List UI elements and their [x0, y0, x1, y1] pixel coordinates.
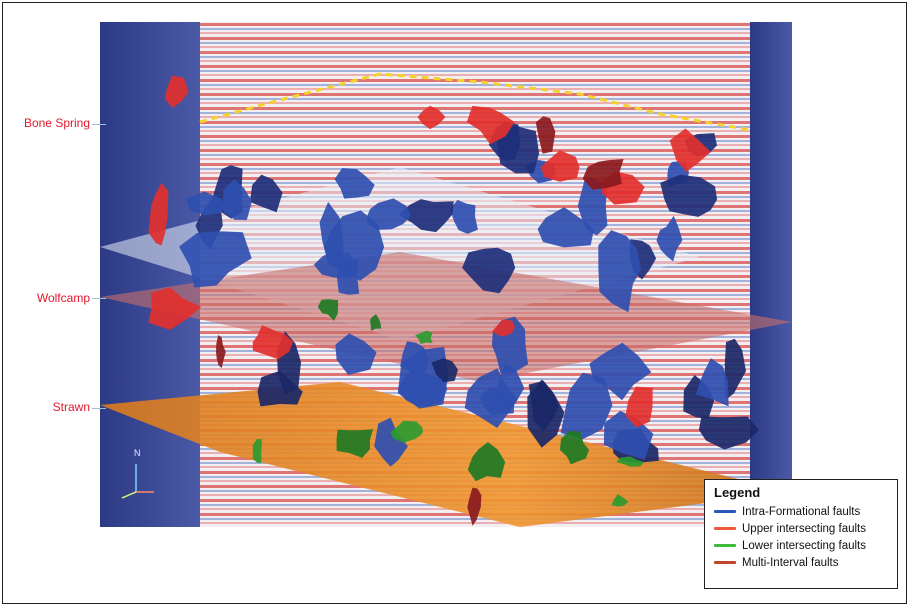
legend-swatch [714, 527, 736, 530]
intra-fault-body [367, 198, 411, 230]
intra-fault-body [656, 215, 683, 262]
fault-bodies [148, 75, 759, 526]
upper-fault-body [466, 105, 515, 145]
multi-fault-body [216, 335, 226, 369]
seismic-3d-view [100, 22, 792, 527]
leader-wolfcamp [92, 298, 106, 299]
intra-fault-body [249, 174, 283, 213]
intra-fault-body [660, 174, 718, 217]
intra-fault-body [560, 372, 613, 440]
intra-fault-body [334, 168, 375, 199]
legend-swatch [714, 510, 736, 513]
lower-fault-body [336, 429, 374, 458]
leader-bone-spring [92, 124, 106, 125]
legend-item-lower: Lower intersecting faults [714, 537, 888, 554]
intra-fault-body [577, 177, 608, 236]
intra-fault-body [450, 199, 478, 234]
upper-fault-body [669, 128, 711, 172]
multi-fault-body [582, 159, 624, 190]
right-side-panel [750, 22, 792, 527]
compass-icon: N [121, 448, 154, 499]
intra-fault-body [324, 210, 385, 281]
legend-label: Multi-Interval faults [742, 556, 839, 569]
legend-label: Intra-Formational faults [742, 505, 861, 518]
legend-swatch [714, 561, 736, 564]
intra-fault-body [695, 358, 729, 407]
seismic-scene-svg [100, 22, 792, 527]
north-label: N [134, 448, 141, 458]
upper-fault-body [625, 386, 653, 428]
multi-fault-body [535, 116, 556, 154]
lower-fault-body [467, 442, 506, 482]
intra-fault-body [398, 199, 454, 233]
lower-fault-body [252, 439, 262, 464]
leader-strawn [92, 408, 106, 409]
legend-item-multi: Multi-Interval faults [714, 554, 888, 571]
legend-item-upper: Upper intersecting faults [714, 520, 888, 537]
intra-fault-body [698, 416, 759, 450]
intra-fault-body [462, 247, 516, 294]
intra-fault-body [257, 370, 303, 407]
intra-fault-body [598, 230, 642, 313]
intra-fault-body [186, 191, 226, 216]
left-side-panel [100, 22, 200, 527]
legend-label: Upper intersecting faults [742, 522, 867, 535]
legend-item-intra: Intra-Formational faults [714, 503, 888, 520]
strawn-surface [100, 382, 792, 527]
intra-fault-body [480, 387, 515, 416]
lower-fault-body [370, 314, 382, 331]
intra-fault-body [431, 358, 458, 383]
lower-fault-body [616, 456, 644, 467]
intra-fault-body [374, 417, 408, 467]
upper-fault-body [148, 287, 202, 330]
legend-label: Lower intersecting faults [742, 539, 867, 552]
upper-fault-body [148, 182, 169, 246]
intra-fault-body [537, 207, 594, 248]
lower-fault-body [611, 494, 629, 507]
horizon-label-strawn: Strawn [52, 400, 90, 414]
bone-spring-horizon-line [199, 72, 751, 132]
horizon-label-wolfcamp: Wolfcamp [36, 291, 90, 305]
intra-fault-body [724, 338, 746, 400]
intra-fault-body [496, 125, 540, 174]
intra-fault-body [179, 231, 252, 288]
legend-title: Legend [714, 485, 761, 500]
intra-fault-body [335, 333, 377, 375]
upper-fault-body [492, 319, 515, 337]
intra-fault-body [223, 179, 252, 220]
intra-fault-body [589, 342, 652, 401]
upper-fault-body [164, 75, 189, 108]
upper-fault-body [540, 150, 580, 182]
lower-fault-body [390, 420, 424, 443]
intra-fault-body [336, 258, 360, 295]
horizon-label-bone-spring: Bone Spring [23, 116, 90, 130]
upper-fault-body [417, 105, 446, 130]
legend: Legend Intra-Formational faults Upper in… [704, 479, 898, 589]
intra-fault-body [400, 341, 429, 379]
upper-fault-body [252, 325, 294, 360]
lower-fault-body [415, 330, 433, 345]
legend-swatch [714, 544, 736, 547]
multi-fault-body [467, 487, 482, 526]
axis-triad: N [112, 444, 158, 504]
lower-fault-body [559, 430, 590, 465]
intra-fault-body [527, 379, 565, 448]
lower-fault-body [317, 299, 339, 321]
intra-fault-body [397, 366, 448, 406]
